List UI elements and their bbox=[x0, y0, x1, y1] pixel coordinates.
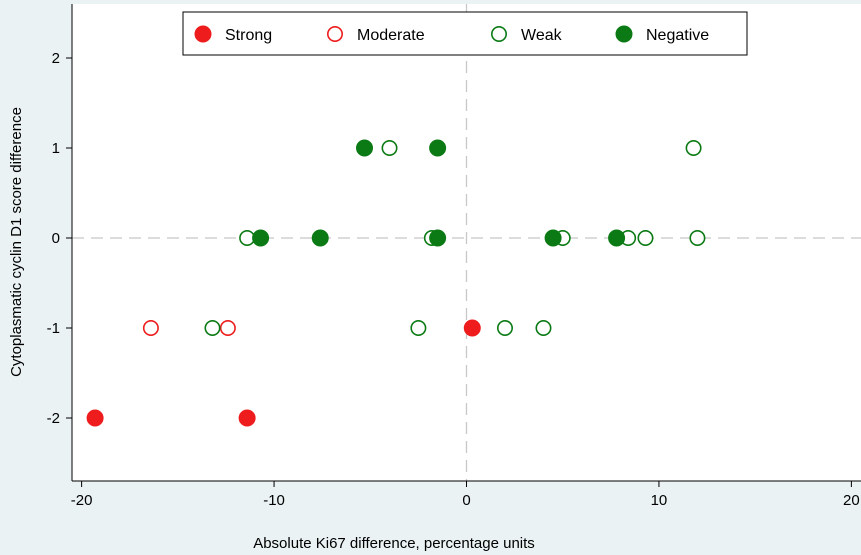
data-point-weak bbox=[685, 140, 702, 157]
data-point-negative bbox=[429, 139, 447, 157]
data-point-negative bbox=[252, 229, 270, 247]
legend-marker-weak bbox=[490, 25, 507, 42]
legend-marker-moderate bbox=[326, 25, 343, 42]
x-tick-label: 20 bbox=[843, 492, 860, 509]
legend-label-strong: Strong bbox=[225, 27, 272, 44]
data-point-negative bbox=[544, 229, 562, 247]
data-point-weak bbox=[496, 319, 513, 336]
data-points bbox=[86, 139, 706, 427]
axes: 210-1-2-20 -10 0 10 20 bbox=[47, 4, 861, 509]
legend-label-negative: Negative bbox=[646, 27, 709, 44]
y-tick-label: 2 bbox=[52, 50, 60, 67]
series-moderate bbox=[142, 319, 236, 336]
legend-box bbox=[182, 11, 748, 56]
data-point-strong bbox=[86, 409, 104, 427]
legend-marker-negative bbox=[615, 25, 633, 43]
x-tick-label: -20 bbox=[71, 492, 93, 509]
legend-label-moderate: Moderate bbox=[357, 27, 425, 44]
data-point-weak bbox=[689, 230, 706, 247]
legend-marker-strong bbox=[194, 25, 212, 43]
y-axis-title: Cytoplasmatic cyclin D1 score difference bbox=[8, 107, 25, 377]
data-point-weak bbox=[204, 319, 221, 336]
data-point-negative bbox=[311, 229, 329, 247]
legend: Strong Moderate Weak Negative bbox=[182, 11, 748, 56]
data-point-negative bbox=[429, 229, 447, 247]
data-point-weak bbox=[381, 140, 398, 157]
x-tick-label: 0 bbox=[462, 492, 470, 509]
y-tick-label: 0 bbox=[52, 230, 60, 247]
y-tick-label: -2 bbox=[47, 410, 60, 427]
y-tick-label: -1 bbox=[47, 320, 60, 337]
legend-label-weak: Weak bbox=[521, 27, 563, 44]
data-point-weak bbox=[637, 230, 654, 247]
x-tick-label: 10 bbox=[651, 492, 668, 509]
y-tick-label: 1 bbox=[52, 140, 60, 157]
series-strong bbox=[86, 319, 481, 427]
data-point-negative bbox=[356, 139, 374, 157]
data-point-strong bbox=[238, 409, 256, 427]
data-point-weak bbox=[535, 319, 552, 336]
series-negative bbox=[252, 139, 626, 247]
data-point-weak bbox=[410, 319, 427, 336]
reference-lines bbox=[72, 4, 861, 481]
data-point-negative bbox=[608, 229, 626, 247]
data-point-moderate bbox=[142, 319, 159, 336]
x-tick-label: -10 bbox=[263, 492, 285, 509]
data-point-strong bbox=[463, 319, 481, 337]
data-point-moderate bbox=[219, 319, 236, 336]
x-axis-title: Absolute Ki67 difference, percentage uni… bbox=[253, 535, 535, 552]
